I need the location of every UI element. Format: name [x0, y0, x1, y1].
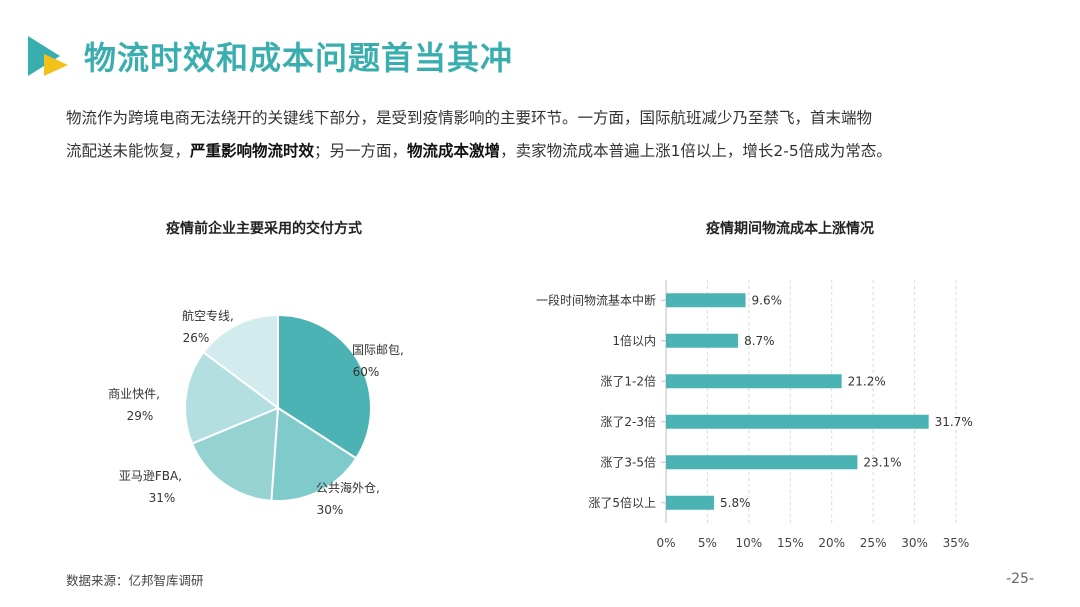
pie-category-label: 亚马逊FBA, — [119, 469, 182, 483]
pie-slice — [184, 350, 281, 445]
bar-value-label: 9.6% — [752, 293, 783, 307]
y-category-label: 涨了5倍以上 — [588, 495, 656, 510]
intro-text: 流配送未能恢复， — [66, 142, 191, 160]
x-tick-label: 15% — [777, 536, 804, 550]
x-tick-label: 5% — [698, 536, 717, 550]
bar-chart-title: 疫情期间物流成本上涨情况 — [706, 221, 874, 237]
intro-highlight: 物流成本激增 — [407, 142, 501, 160]
pie-slice — [202, 313, 279, 410]
pie-value-label: 60% — [353, 365, 380, 379]
y-category-label: 涨了1-2倍 — [600, 373, 656, 388]
pie-value-label: 31% — [149, 491, 176, 505]
y-category-label: 涨了3-5倍 — [600, 454, 656, 469]
page-title: 物流时效和成本问题首当其冲 — [84, 39, 514, 77]
page-number: -25- — [1006, 571, 1034, 587]
x-tick-label: 25% — [860, 536, 887, 550]
pie-category-label: 航空专线, — [182, 308, 234, 323]
bar-value-label: 31.7% — [935, 415, 973, 429]
pie-category-label: 商业快件, — [108, 386, 160, 401]
pie-value-label: 26% — [183, 331, 210, 345]
pie-chart: 国际邮包, 60% 公共海外仓, 30% 亚马逊FBA, 31% 商业快件, 29% 航空专线,… — [108, 308, 404, 517]
play-triangle-logo-icon — [28, 36, 68, 76]
x-tick-label: 30% — [901, 536, 928, 550]
x-tick-label: 10% — [736, 536, 763, 550]
bar — [666, 293, 746, 308]
intro-paragraph: 物流作为跨境电商无法绕开的关键线下部分，是受到疫情影响的主要环节。一方面，国际航… — [66, 102, 1026, 168]
bar — [666, 374, 842, 389]
bar-chart: 0% 5% 10% 15% 20% 25% 30% 35% 一段时间物流基本中断 9.6% 1倍以内… — [536, 280, 973, 550]
y-category-label: 一段时间物流基本中断 — [536, 292, 656, 307]
intro-text: ；另一方面， — [314, 142, 408, 160]
pie-slice — [190, 406, 280, 502]
bar — [666, 414, 929, 429]
intro-text: 物流作为跨境电商无法绕开的关键线下部分，是受到疫情影响的主要环节。一方面，国际航… — [66, 109, 873, 127]
x-tick-label: 20% — [818, 536, 845, 550]
x-tick-label: 35% — [943, 536, 970, 550]
intro-text: ，卖家物流成本普遍上涨1倍以上，增长2-5倍成为常态。 — [500, 142, 892, 160]
bar-value-label: 23.1% — [863, 455, 901, 469]
y-category-label: 1倍以内 — [612, 333, 656, 348]
intro-highlight: 严重影响物流时效 — [190, 142, 315, 160]
pie-value-label: 29% — [127, 409, 154, 423]
pie-category-label: 国际邮包, — [352, 343, 404, 357]
pie-category-label: 公共海外仓, — [316, 480, 380, 495]
data-source: 数据来源：亿邦智库调研 — [66, 573, 204, 588]
bar-value-label: 21.2% — [848, 374, 886, 388]
y-category-label: 涨了2-3倍 — [600, 414, 656, 429]
pie-chart-title: 疫情前企业主要采用的交付方式 — [166, 221, 362, 237]
pie-value-label: 30% — [317, 503, 344, 517]
bar — [666, 333, 739, 348]
bar — [666, 495, 715, 510]
pie-slice — [270, 406, 358, 502]
bar-value-label: 8.7% — [744, 334, 775, 348]
x-tick-label: 0% — [656, 536, 675, 550]
bar-value-label: 5.8% — [720, 496, 751, 510]
bar — [666, 455, 858, 470]
